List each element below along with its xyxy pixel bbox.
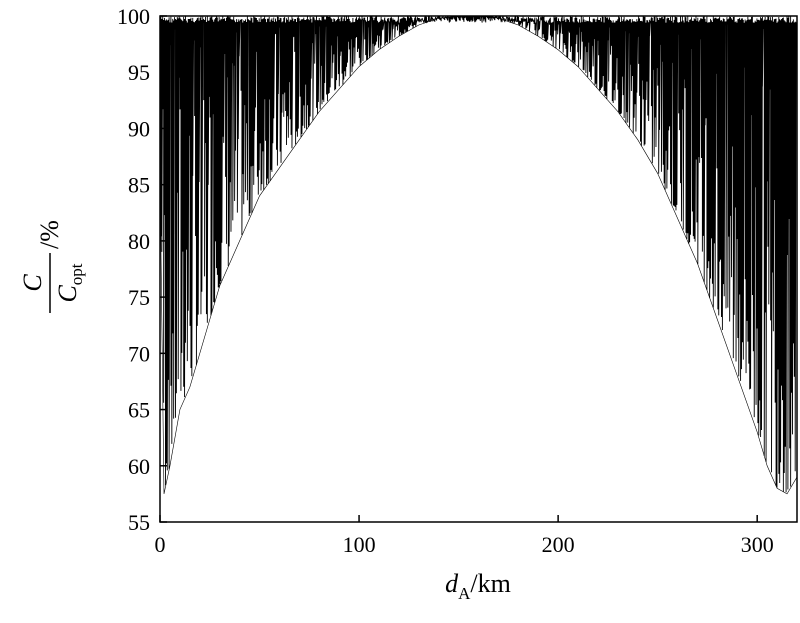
y-tick-label: 60 bbox=[128, 454, 150, 479]
y-axis-label: C Copt /% bbox=[18, 220, 86, 313]
y-tick-label: 80 bbox=[128, 229, 150, 254]
y-tick-label: 85 bbox=[128, 173, 150, 198]
y-axis-ticks: 55 60 65 70 75 80 85 90 95 100 bbox=[117, 4, 167, 535]
series-lower-envelope bbox=[160, 16, 797, 495]
x-tick-label: 0 bbox=[155, 532, 166, 557]
series-line bbox=[160, 16, 797, 493]
x-axis-label: dA/km bbox=[445, 569, 511, 603]
x-axis-label-var: d bbox=[445, 569, 459, 598]
y-tick-label: 70 bbox=[128, 341, 150, 366]
x-tick-label: 200 bbox=[542, 532, 575, 557]
y-tick-label: 55 bbox=[128, 510, 150, 535]
y-axis-label-den-var: C bbox=[53, 285, 82, 303]
y-tick-label: 100 bbox=[117, 4, 150, 29]
series-layer bbox=[160, 16, 797, 495]
y-tick-label: 65 bbox=[128, 398, 150, 423]
y-axis-label-denominator: Copt bbox=[53, 263, 86, 302]
y-tick-label: 95 bbox=[128, 60, 150, 85]
x-tick-label: 100 bbox=[343, 532, 376, 557]
y-axis-label-den-sub: opt bbox=[67, 263, 86, 285]
y-axis-label-numerator: C bbox=[18, 274, 47, 292]
y-axis-label-unit: /% bbox=[35, 220, 64, 249]
x-axis-label-unit: /km bbox=[470, 569, 510, 598]
plot-frame bbox=[159, 15, 798, 523]
x-tick-label: 300 bbox=[741, 532, 774, 557]
y-tick-label: 75 bbox=[128, 285, 150, 310]
y-tick-label: 90 bbox=[128, 116, 150, 141]
x-axis-label-sub: A bbox=[458, 584, 471, 603]
x-axis-ticks: 0 100 200 300 bbox=[155, 515, 774, 557]
